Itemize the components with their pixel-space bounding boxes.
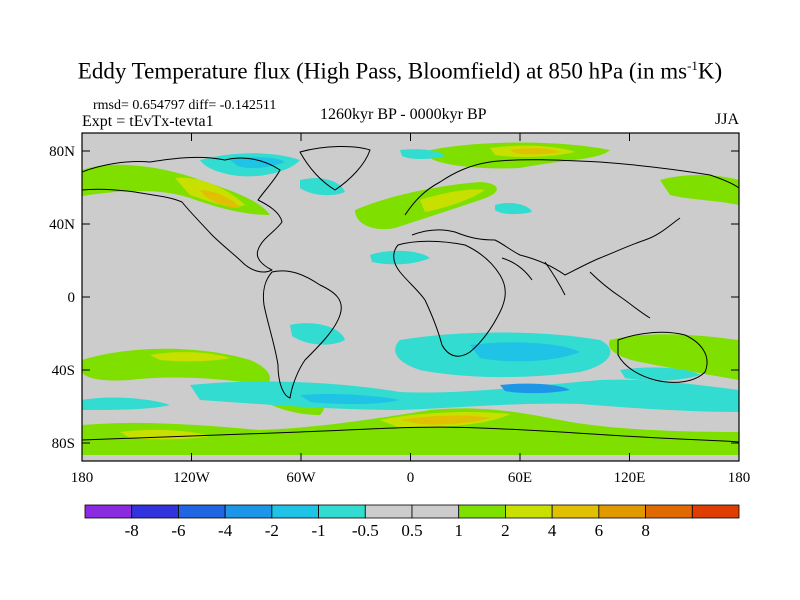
coast-australia [617, 331, 708, 383]
coastlines [82, 145, 739, 443]
field-antarctic-positive [82, 408, 739, 455]
field-antarctic-peak [400, 415, 490, 425]
colorbar-box [505, 504, 553, 519]
colorbar-box [458, 504, 506, 519]
field-satl-negative [290, 323, 345, 345]
field-so-negative [190, 379, 739, 412]
colorbar-box [645, 504, 693, 519]
colorbar-box [411, 504, 460, 519]
colorbar-label: -1 [311, 521, 325, 540]
period-label: 1260kyr BP - 0000kyr BP [320, 106, 487, 123]
colorbar-label: -0.5 [352, 521, 379, 540]
field-aus-negative [620, 367, 700, 381]
colorbar-label: 2 [501, 521, 510, 540]
colorbar-box [318, 504, 366, 519]
colorbar-label: -6 [171, 521, 185, 540]
colorbar-box [271, 504, 319, 519]
coast-north-america [82, 156, 283, 273]
field-so-negative-peak [500, 383, 570, 394]
axis-tick-labels: 80N 40N 0 40S 80S 180 120W 60W 0 60E 120E 180 [49, 144, 750, 486]
field-se-pacific-negative [82, 397, 170, 410]
colorbar-box [224, 504, 273, 519]
field-sp-positive-strong [150, 352, 230, 362]
field-asia-positive [660, 175, 739, 205]
colorbar-label: -2 [265, 521, 279, 540]
lon-tick-label: 60W [286, 470, 316, 486]
flux-field [82, 142, 739, 455]
field-tropatl-negative [370, 250, 430, 265]
colorbar-label: 8 [641, 521, 650, 540]
coast-greenland [299, 145, 371, 191]
field-europe-positive-strong [420, 189, 485, 212]
field-ross-positive [120, 429, 210, 440]
lon-tick-label: 120E [614, 470, 646, 486]
lon-tick-label: 180 [71, 470, 94, 486]
colorbar-label: 6 [595, 521, 604, 540]
lon-tick-label: 0 [407, 470, 415, 486]
colorbar-label: -4 [218, 521, 233, 540]
colorbar-box [551, 504, 600, 519]
lon-tick-label: 180 [728, 470, 751, 486]
colorbar-label: 1 [454, 521, 463, 540]
colorbar-box [691, 504, 740, 519]
colorbar-label: 4 [548, 521, 557, 540]
axis-ticks [81, 133, 740, 461]
field-so-negative-strong [300, 393, 400, 405]
plot-title: Eddy Temperature flux (High Pass, Bloomf… [0, 58, 800, 85]
coast-antarctica [82, 426, 739, 443]
field-arctic-peak [510, 148, 560, 155]
lat-tick-label: 80S [52, 436, 75, 452]
map-panel [82, 133, 739, 461]
colorbar-box [364, 504, 413, 519]
coast-africa [393, 240, 506, 357]
field-atlantic-negative [300, 178, 345, 196]
stats-text: rmsd= 0.654797 diff= -0.142511 [93, 98, 277, 113]
field-caspian-negative [495, 202, 532, 215]
colorbar-box [178, 504, 226, 519]
lat-tick-label: 40N [49, 217, 75, 233]
colorbar-box [131, 504, 179, 519]
lat-tick-label: 80N [49, 144, 75, 160]
lat-tick-label: 0 [68, 290, 76, 306]
colorbar-label: 0.5 [401, 521, 422, 540]
colorbar-label: -8 [125, 521, 139, 540]
experiment-label: Expt = tEvTx-tevta1 [82, 113, 214, 130]
field-greenland-negative [400, 149, 445, 159]
field-io-negative-strong [470, 342, 580, 362]
field-na-peak [200, 190, 240, 208]
lon-tick-label: 60E [508, 470, 532, 486]
lon-tick-label: 120W [173, 470, 211, 486]
coast-south-america [262, 270, 342, 399]
colorbar-box [84, 504, 133, 519]
title-prefix: Eddy Temperature flux (High Pass, Bloomf… [77, 58, 688, 84]
title-suffix: K) [697, 58, 723, 84]
title-superscript: -1 [687, 58, 698, 73]
colorbar-labels: -8 -6 -4 -2 -1 -0.5 0.5 1 2 4 6 8 [125, 521, 650, 540]
lat-tick-label: 40S [52, 363, 75, 379]
colorbar-box [598, 504, 646, 519]
colorbar-boxes [84, 504, 740, 519]
coast-south-asia [501, 257, 651, 319]
season-label: JJA [715, 111, 740, 128]
